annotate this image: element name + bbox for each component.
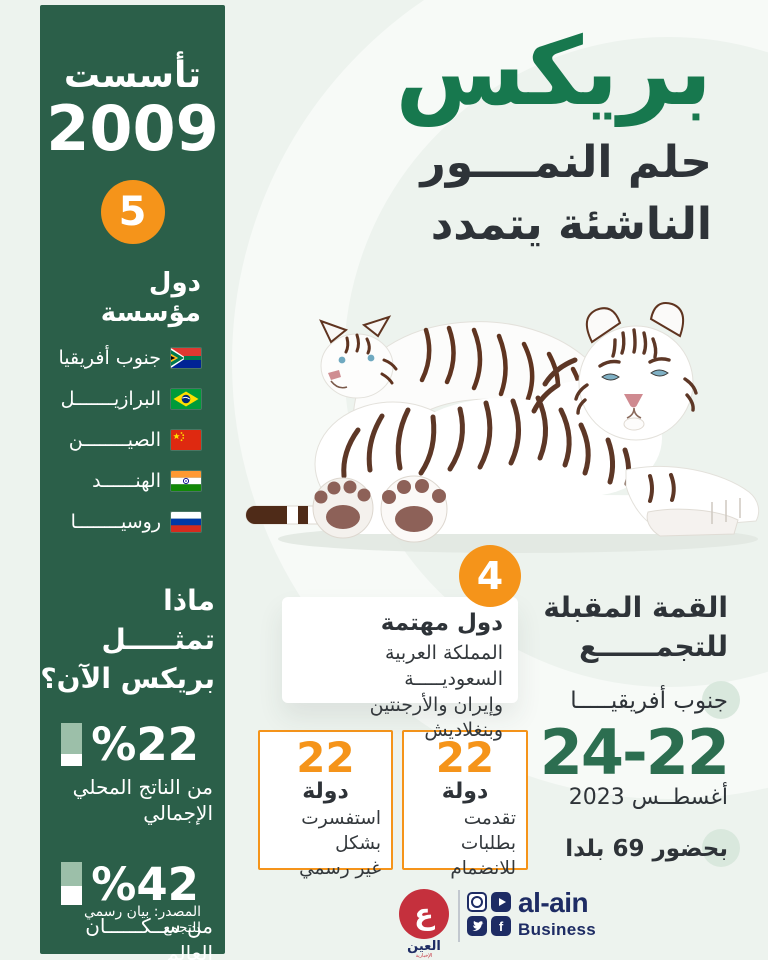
brand-english: al-ain Business [518,889,596,940]
india-flag-icon [171,471,201,491]
summit-heading: القمة المقبلة للتجمــــــع [533,588,728,666]
represent-heading-line1: ماذا تمثـــــل [101,584,215,657]
percentage-bar-icon [61,722,83,766]
stat-gdp-caption-line1: من الناتج المحلي [72,774,213,799]
inquired-countries-text: استفسرت بشكل غير رسمي [260,804,391,882]
percentage-bar-fill [61,754,83,766]
stat-population-caption: من ســكــــــان العالم [40,913,225,960]
brand-arabic-tagline: الإخبارية [415,953,433,960]
summit-section: القمة المقبلة للتجمــــــع جنوب أفريقيــ… [533,588,740,868]
source-note: المصدر: بيان رسمي للتجمع [83,904,201,936]
stat-gdp-value: %22 [91,718,199,772]
founder-name: روسيــــــــا [70,511,161,533]
russia-flag-icon [171,512,201,532]
founder-name: الهنــــــد [92,470,161,492]
stat-gdp: %22 من الناتج المحلي الإجمالي [40,718,225,827]
founder-row-south-africa: جنوب أفريقيا [40,347,225,369]
founder-row-india: الهنــــــد [40,470,225,492]
interested-label: دول مهتمة [380,610,503,636]
summit-heading-line2: للتجمــــــع [579,630,728,664]
youtube-play-triangle [498,898,506,906]
summit-month-year: أغسطــس 2023 [568,785,728,811]
page-title: بريكس [395,18,712,127]
applied-countries-box: 22 دولة تقدمت بطلبات للانضمام [402,730,528,879]
stat-population-value: %42 [91,857,199,911]
subtitle-line1: حلم النمــــور [420,136,712,188]
stat-population: %42 من ســكــــــان العالم [40,862,225,960]
applied-countries-unit: دولة [441,779,489,805]
founder-row-brazil: البرازيـــــــل [40,388,225,410]
stat-population-row: %42 [40,857,225,911]
inquired-countries-box: 22 دولة استفسرت بشكل غير رسمي [258,730,393,879]
brand-en-name: al-ain [518,887,589,918]
summit-heading-line1: القمة المقبلة [543,591,728,624]
page-subtitle: حلم النمــــور الناشئة يتمدد [395,132,712,257]
founders-heading: دول مؤسسة [100,268,201,328]
summit-attendance-text: بحضور 69 بلدا [565,836,728,863]
facebook-icon: f [491,916,511,936]
inquired-countries-number: 22 [296,733,355,782]
summit-dates: 24-22 [539,716,730,790]
founder-name: البرازيـــــــل [60,388,161,410]
brand-en-sub: Business [518,920,596,939]
interested-card: دول مهتمة المملكة العربية السعوديـــــة … [282,597,518,741]
stat-gdp-row: %22 [40,718,225,772]
footer-brand: ع العين الإخبارية f al-ain Business [398,889,596,959]
instagram-icon [467,892,487,912]
stat-gdp-caption: من الناتج المحلي الإجمالي [40,774,225,827]
stat-gdp-caption-line2: الإجمالي [143,800,213,825]
interested-count-badge: 4 [459,545,521,607]
percentage-bar-icon [61,862,83,906]
twitter-icon [467,916,487,936]
founder-name: جنوب أفريقيا [58,347,162,369]
alain-red-circle-icon: ع [399,889,449,939]
title-block: بريكس حلم النمــــور الناشئة يتمدد [395,22,712,256]
subtitle-line2: الناشئة يتمدد [430,198,712,250]
applied-countries-text: تقدمت بطلبات للانضمام [404,804,526,882]
instagram-lens [471,896,483,908]
founder-name: الصيــــــــن [68,429,161,451]
ain-letter: ع [414,897,434,931]
summit-attendance: بحضور 69 بلدا [533,829,740,868]
interested-line1: المملكة العربية السعوديـــــة [385,642,503,690]
sidebar-panel: تأسست 2009 5 دول مؤسسة جنوب أفريقيا البر… [40,5,225,960]
summit-location-text: جنوب أفريقيـــــا [570,688,728,715]
youtube-icon [491,892,511,912]
brazil-flag-icon [171,389,201,409]
alain-logo: ع العين الإخبارية [398,889,450,959]
inquired-countries-line2: غير رسمي [299,858,381,880]
percentage-bar-fill [61,886,83,906]
applied-countries-line2: للانضمام [450,858,516,880]
white-tigers-illustration [228,288,768,572]
founder-row-russia: روسيــــــــا [40,511,225,533]
facebook-f: f [498,918,504,934]
summit-location: جنوب أفريقيـــــا [533,681,740,720]
south-africa-flag-icon [171,348,201,368]
inquired-countries-line1: استفسرت بشكل [301,808,381,855]
footer-divider [458,890,460,942]
applied-countries-line1: تقدمت بطلبات [460,808,516,855]
stat-population-caption-line2: العالم [166,940,213,960]
founders-count-badge: 5 [100,180,165,244]
lying-tiger [245,302,760,543]
founded-label: تأسست [63,55,202,96]
china-flag-icon [171,430,201,450]
applied-countries-number: 22 [435,733,495,782]
represent-heading: ماذا تمثـــــل بريكس الآن؟ [40,581,225,699]
founder-row-china: الصيــــــــن [40,429,225,451]
interested-line2: وإيران والأرجنتين وبنغلاديش [369,693,503,742]
social-icons-grid: f [467,892,511,936]
represent-heading-line2: بريكس الآن؟ [40,662,215,696]
inquired-countries-unit: دولة [302,779,349,805]
founded-year: 2009 [46,92,219,165]
brand-arabic-name: العين [407,939,441,954]
stat-population-caption-line1: من ســكــــــان [85,914,213,939]
